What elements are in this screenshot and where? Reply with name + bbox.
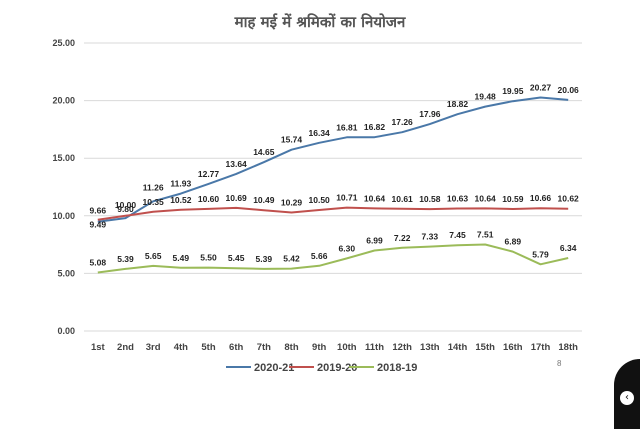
- data-label: 10.64: [475, 193, 497, 203]
- x-tick-label: 14th: [448, 342, 468, 353]
- data-label: 10.49: [253, 195, 275, 205]
- data-label: 20.06: [558, 85, 580, 95]
- x-tick-label: 13th: [420, 342, 440, 353]
- y-tick-label: 5.00: [57, 268, 75, 278]
- data-label: 16.34: [309, 128, 331, 138]
- x-tick-label: 4th: [174, 342, 188, 353]
- data-label: 10.58: [419, 194, 441, 204]
- data-label: 14.65: [253, 147, 275, 157]
- data-label: 19.48: [475, 92, 497, 102]
- data-label: 10.00: [115, 200, 137, 210]
- data-label: 17.26: [392, 117, 414, 127]
- data-label: 5.66: [311, 251, 328, 261]
- legend-label: 2018-19: [377, 362, 417, 374]
- y-axis: 0.00 5.00 10.00 15.00 20.00 25.00: [52, 38, 75, 336]
- data-label: 10.35: [143, 197, 165, 207]
- data-label: 12.77: [198, 169, 220, 179]
- x-tick-label: 15th: [475, 342, 495, 353]
- data-label: 10.69: [226, 193, 248, 203]
- arrow-icon: ‹: [620, 391, 634, 405]
- data-label: 5.50: [200, 253, 217, 263]
- data-label: 5.08: [90, 257, 107, 267]
- data-label: 10.52: [170, 195, 192, 205]
- series-lines: [97, 96, 569, 274]
- x-axis: 1st 2nd 3rd 4th 5th 6th 7th 8th 9th 10th 11th 12th 1…: [91, 342, 578, 353]
- data-label: 7.22: [394, 233, 411, 243]
- data-label: 5.39: [256, 254, 273, 264]
- x-tick-label: 2nd: [117, 342, 134, 353]
- data-label: 19.95: [502, 86, 524, 96]
- data-label: 10.64: [364, 193, 386, 203]
- page-number: 8: [557, 359, 562, 368]
- data-label: 7.51: [477, 229, 494, 239]
- scroll-corner: ‹: [614, 359, 640, 429]
- data-label: 10.62: [558, 194, 580, 204]
- data-label: 10.61: [392, 194, 414, 204]
- data-label: 13.64: [226, 159, 248, 169]
- x-tick-label: 7th: [257, 342, 271, 353]
- series-line-2020-21: [97, 96, 569, 223]
- data-label: 5.49: [173, 253, 190, 263]
- data-label: 9.49: [90, 220, 107, 230]
- gridlines: [84, 42, 582, 332]
- data-label: 7.33: [422, 232, 439, 242]
- x-tick-label: 12th: [392, 342, 412, 353]
- data-label: 15.74: [281, 135, 303, 145]
- x-tick-label: 5th: [201, 342, 215, 353]
- data-label: 10.59: [502, 194, 524, 204]
- data-label: 6.99: [366, 235, 383, 245]
- data-label: 5.65: [145, 251, 162, 261]
- y-tick-label: 25.00: [52, 38, 75, 48]
- data-label: 6.89: [505, 237, 522, 247]
- x-tick-label: 3rd: [146, 342, 161, 353]
- y-tick-label: 20.00: [52, 96, 75, 106]
- data-label: 16.81: [336, 122, 358, 132]
- data-label: 9.80: [117, 204, 134, 214]
- series-line-2018-19: [97, 243, 569, 274]
- data-label: 20.27: [530, 82, 552, 92]
- data-labels: 9.49 9.80 11.26 11.93 12.77 13.64 14.65 15.74 16…: [90, 82, 580, 267]
- data-label: 5.42: [283, 254, 300, 264]
- data-label: 10.63: [447, 194, 469, 204]
- x-tick-label: 17th: [531, 342, 551, 353]
- data-label: 11.93: [170, 179, 191, 189]
- data-label: 18.82: [447, 99, 469, 109]
- x-tick-label: 8th: [284, 342, 298, 353]
- data-label: 17.96: [419, 109, 441, 119]
- data-label: 16.82: [364, 122, 386, 132]
- data-label: 5.45: [228, 253, 245, 263]
- chart-title: माह मई में श्रमिकों का नियोजन: [234, 13, 406, 31]
- legend-label: 2020-21: [254, 362, 294, 374]
- data-label: 5.39: [117, 254, 134, 264]
- data-label: 5.79: [532, 249, 549, 259]
- data-label: 11.26: [143, 182, 164, 192]
- y-tick-label: 10.00: [52, 211, 75, 221]
- data-label: 10.60: [198, 194, 220, 204]
- x-tick-label: 9th: [312, 342, 326, 353]
- data-label: 6.30: [339, 243, 356, 253]
- data-label: 10.50: [309, 195, 331, 205]
- x-tick-label: 18th: [558, 342, 578, 353]
- data-label: 10.29: [281, 197, 303, 207]
- series-line-2019-20: [97, 206, 569, 221]
- x-tick-label: 1st: [91, 342, 106, 353]
- data-label: 10.66: [530, 193, 552, 203]
- data-label: 10.71: [336, 193, 358, 203]
- legend: 2020-21 2019-20 2018-19: [226, 362, 417, 374]
- x-tick-label: 10th: [337, 342, 357, 353]
- y-tick-label: 0.00: [57, 326, 75, 336]
- y-tick-label: 15.00: [52, 153, 75, 163]
- data-label: 7.45: [449, 230, 466, 240]
- legend-label: 2019-20: [317, 362, 357, 374]
- x-tick-label: 16th: [503, 342, 523, 353]
- data-label: 6.34: [560, 243, 577, 253]
- data-label: 9.66: [90, 206, 107, 216]
- x-tick-label: 6th: [229, 342, 243, 353]
- x-tick-label: 11th: [365, 342, 384, 353]
